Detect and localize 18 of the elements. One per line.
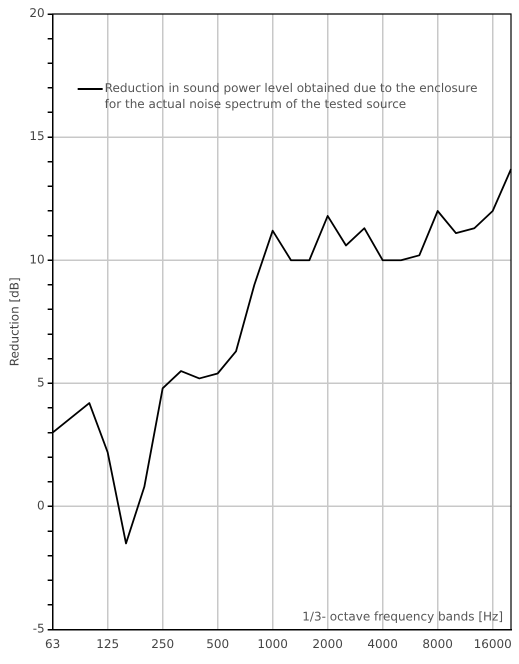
x-tick-label: 4000 <box>367 636 398 651</box>
y-tick-label: -5 <box>32 622 45 636</box>
y-tick-label: 0 <box>37 498 45 513</box>
y-tick-label: 5 <box>37 375 45 390</box>
y-tick-label: 15 <box>29 129 45 144</box>
x-tick-label: 8000 <box>422 636 453 651</box>
x-tick-label: 2000 <box>312 636 343 651</box>
x-tick-label: 250 <box>151 636 174 651</box>
x-tick-label: 500 <box>206 636 230 651</box>
x-tick-label: 125 <box>96 636 120 651</box>
y-tick-label: 10 <box>29 252 45 266</box>
y-axis-title: Reduction [dB] <box>7 277 22 366</box>
legend-label: Reduction in sound power level obtained due to the enclosure for the actual noise spectrum of the tested source <box>104 81 478 112</box>
x-tick-label: 1000 <box>257 636 288 651</box>
x-axis-title: 1/3- octave frequency bands [Hz] <box>302 610 503 624</box>
x-tick-label: 63 <box>45 636 60 651</box>
y-tick-label: 20 <box>29 6 45 20</box>
x-tick-label: 16000 <box>474 636 512 651</box>
